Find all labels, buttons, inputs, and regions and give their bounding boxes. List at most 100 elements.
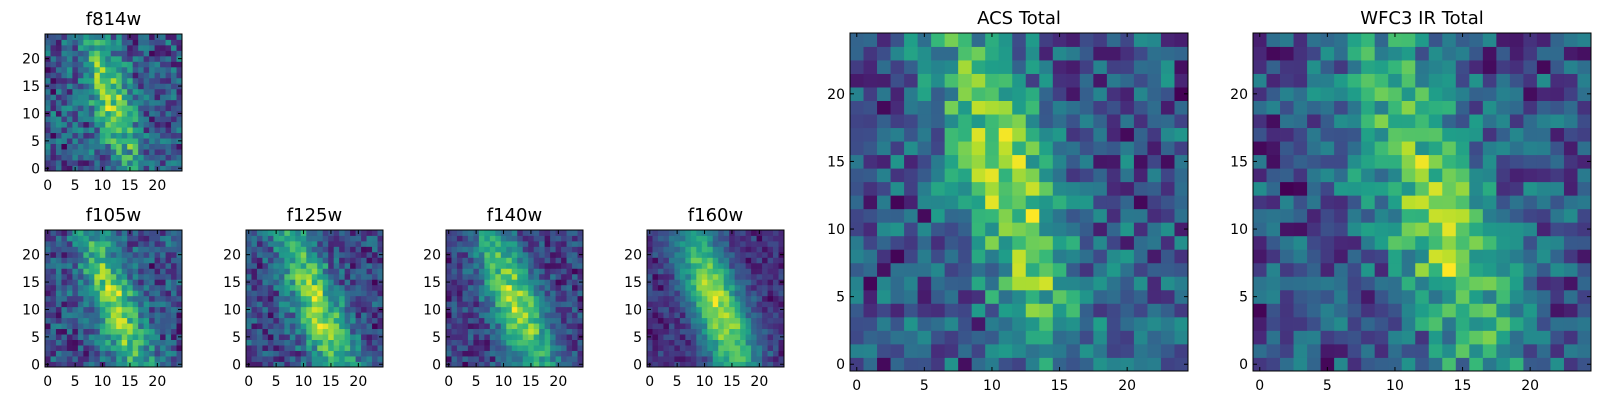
heatmap-cell [1374, 289, 1389, 304]
heatmap-cell [539, 251, 546, 258]
heatmap-cell [577, 317, 584, 324]
heatmap-cell [1536, 127, 1551, 142]
heatmap-cell [88, 50, 95, 57]
heatmap-cell [890, 357, 905, 372]
heatmap-cell [143, 284, 150, 291]
axes-frame [445, 229, 584, 368]
heatmap-cell [690, 290, 697, 297]
heatmap-cell [339, 312, 346, 319]
heatmap-cell [88, 361, 95, 368]
heatmap-cell [544, 262, 551, 269]
heatmap-cell [55, 105, 62, 112]
heatmap-cell [350, 301, 356, 308]
heatmap-cell [94, 110, 101, 117]
heatmap-cell [149, 55, 155, 62]
heatmap-cell [1253, 46, 1267, 61]
heatmap-cell [295, 268, 302, 275]
heatmap-cell [99, 160, 106, 166]
heatmap-cell [154, 132, 161, 139]
heatmap-cell [361, 301, 367, 308]
heatmap-cell [66, 350, 73, 357]
heatmap-cell [50, 61, 57, 68]
heatmap-cell [679, 328, 686, 335]
heatmap-cell [149, 328, 155, 335]
heatmap-cell [1106, 141, 1121, 156]
heatmap-cell [718, 345, 725, 351]
heatmap-cell [176, 230, 183, 236]
heatmap-cell [55, 361, 62, 368]
heatmap-cell [998, 235, 1013, 250]
heatmap-cell [300, 317, 307, 324]
heatmap-cell [446, 262, 452, 269]
heatmap-cell [1509, 73, 1524, 88]
heatmap-cell [55, 230, 62, 236]
heatmap-cell [484, 262, 491, 269]
heatmap-cell [1012, 46, 1027, 61]
heatmap-cell [773, 240, 779, 247]
heatmap-cell [931, 330, 946, 345]
heatmap-cell [1253, 235, 1267, 250]
heatmap-cell [1482, 87, 1497, 101]
heatmap-cell [105, 279, 112, 286]
heatmap-cell [138, 55, 145, 62]
heatmap-cell [99, 116, 106, 123]
heatmap-cell [61, 240, 68, 247]
heatmap-cell [1415, 249, 1430, 264]
heatmap-cell [116, 116, 123, 123]
heatmap-cell [246, 301, 252, 308]
heatmap-cell [685, 295, 692, 302]
heatmap-cell [138, 94, 145, 101]
heatmap-cell [1469, 249, 1484, 264]
heatmap-cell [72, 44, 79, 51]
heatmap-cell [555, 279, 562, 286]
heatmap-cell [66, 317, 73, 324]
heatmap-cell [165, 262, 172, 269]
heatmap-cell [176, 34, 183, 40]
heatmap-cell [1442, 303, 1457, 318]
x-tick-label: 0 [43, 178, 52, 194]
heatmap-cell [284, 251, 291, 258]
heatmap-cell [718, 251, 725, 258]
heatmap-cell [550, 312, 556, 319]
heatmap-cell [366, 257, 373, 264]
heatmap-cell [1012, 262, 1027, 277]
heatmap-cell [1496, 46, 1511, 61]
heatmap-cell [657, 246, 664, 253]
heatmap-cell [1133, 114, 1148, 129]
heatmap-cell [647, 312, 653, 319]
heatmap-cell [555, 328, 562, 335]
heatmap-cell [88, 55, 95, 62]
heatmap-cell [116, 328, 123, 335]
heatmap-cell [1120, 127, 1135, 142]
heatmap-cell [652, 235, 659, 242]
heatmap-cell [154, 328, 161, 335]
heatmap-cell [539, 345, 546, 351]
heatmap-cell [778, 284, 785, 291]
heatmap-cell [1496, 168, 1511, 183]
heatmap-cell [105, 240, 112, 247]
heatmap-cell [773, 290, 779, 297]
heatmap-cell [998, 33, 1013, 47]
heatmap-cell [500, 334, 507, 340]
heatmap-cell [1482, 249, 1497, 264]
heatmap-cell [127, 66, 134, 73]
heatmap-cell [1012, 289, 1027, 304]
heatmap-cell [1523, 73, 1538, 88]
heatmap-cell [958, 235, 973, 250]
heatmap-cell [267, 257, 274, 264]
heatmap-cell [165, 273, 172, 280]
heatmap-cell [647, 328, 653, 335]
heatmap-cell [289, 284, 296, 291]
heatmap-cell [160, 361, 166, 368]
heatmap-cell [773, 361, 779, 368]
heatmap-cell [734, 251, 741, 258]
heatmap-cell [154, 350, 161, 357]
heatmap-cell [850, 222, 864, 237]
heatmap-cell [311, 350, 318, 357]
heatmap-cell [328, 328, 335, 335]
heatmap-cell [45, 149, 51, 155]
y-tick-label: 20 [223, 248, 241, 264]
heatmap-cell [355, 334, 362, 340]
heatmap-cell [958, 141, 973, 156]
heatmap-cell [1563, 181, 1578, 196]
